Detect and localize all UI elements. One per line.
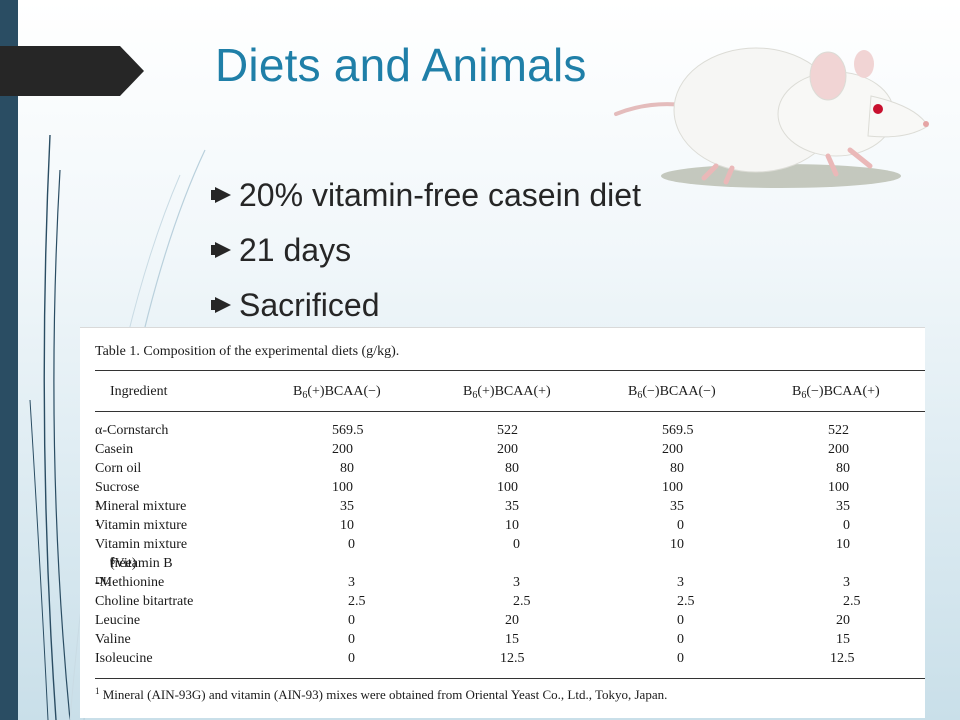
- table-row: Leucine 0 20 0 20: [95, 613, 850, 628]
- table-row: Isoleucine 0 12.5 0 12.5: [95, 651, 855, 666]
- arrow-bullet-icon: [211, 296, 231, 313]
- table-row: Valine 0 15 0 15: [95, 632, 850, 647]
- bullet-text: 20% vitamin-free casein diet: [239, 177, 641, 213]
- diet-composition-table: Table 1. Composition of the experimental…: [80, 327, 925, 718]
- header-ingredient: Ingredient: [110, 384, 168, 399]
- table-row: Corn oil 80 80 80 80: [95, 461, 850, 476]
- table-row: α-Cornstarch 569.5 522 569.5 522: [95, 423, 849, 438]
- arrow-bullet-icon: [211, 241, 231, 258]
- table-bottom-rule: [95, 678, 925, 679]
- table-row: Choline bitartrate 2.5 2.5 2.5 2.5: [95, 594, 861, 609]
- bullet-item: Sacrificed: [211, 278, 641, 333]
- left-accent-bar: [0, 0, 18, 720]
- table-row: Mineral mixture 1 35 35 35 35: [95, 499, 850, 514]
- bullet-item: 20% vitamin-free casein diet: [211, 168, 641, 223]
- header-b6-minus-bcaa-minus: B6(−)BCAA(−): [628, 384, 716, 401]
- slide-title: Diets and Animals: [215, 39, 587, 91]
- header-b6-minus-bcaa-plus: B6(−)BCAA(+): [792, 384, 880, 401]
- table-caption: Table 1. Composition of the experimental…: [95, 344, 400, 359]
- white-rat-image: [614, 47, 929, 188]
- bullet-item: 21 days: [211, 223, 641, 278]
- title-arrow-tab: [0, 46, 144, 96]
- header-b6-plus-bcaa-plus: B6(+)BCAA(+): [463, 384, 551, 401]
- arrow-bullet-icon: [211, 186, 231, 203]
- header-b6-plus-bcaa-minus: B6(+)BCAA(−): [293, 384, 381, 401]
- bullet-list: 20% vitamin-free casein diet 21 days Sac…: [211, 168, 641, 333]
- table-header-rule: [95, 411, 925, 412]
- table-row: Casein 200 200 200 200: [95, 442, 849, 457]
- table-top-rule: [95, 370, 925, 371]
- table-footnote: 1 Mineral (AIN-93G) and vitamin (AIN-93)…: [95, 686, 668, 702]
- table-row: Sucrose 100 100 100 100: [95, 480, 849, 495]
- bullet-text: Sacrificed: [239, 287, 380, 323]
- bullet-text: 21 days: [239, 232, 352, 268]
